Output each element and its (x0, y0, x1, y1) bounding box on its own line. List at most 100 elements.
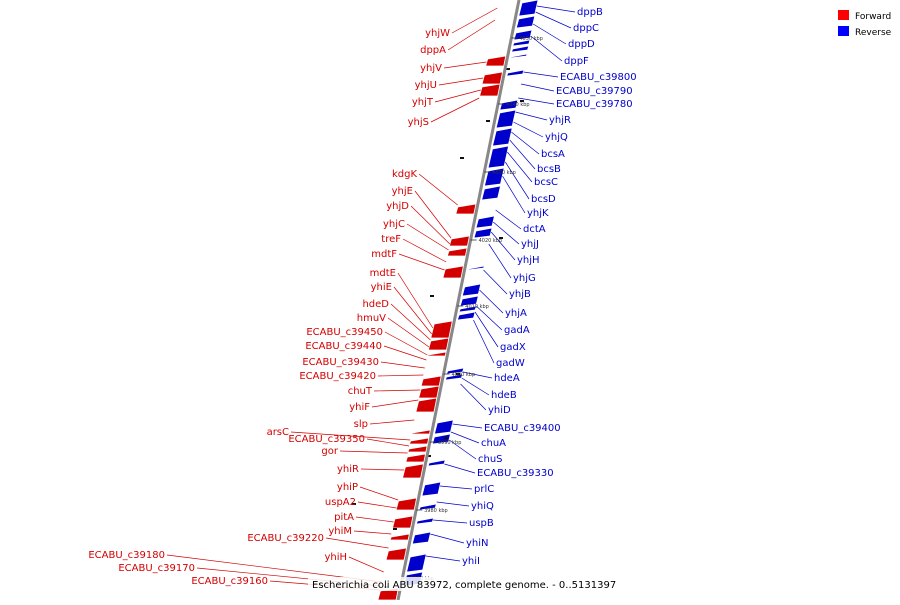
leader-line-forward (325, 537, 389, 549)
tick-label: 4010 kbp (465, 304, 489, 310)
gene-label-forward[interactable]: ECABU_c39440 (305, 341, 382, 352)
leader-line-reverse (509, 139, 536, 170)
gene-label-reverse[interactable]: ECABU_c39400 (484, 423, 561, 434)
leader-line-forward (410, 205, 451, 245)
gene-label-forward[interactable]: chuT (348, 386, 373, 397)
gene-label-forward[interactable]: ECABU_c39180 (88, 550, 165, 561)
gene-label-reverse[interactable]: ECABU_c39780 (556, 99, 633, 110)
gene-label-reverse[interactable]: yhjA (505, 308, 527, 319)
gene-label-forward[interactable]: yhiM (328, 526, 352, 537)
leader-line-reverse (490, 231, 516, 261)
gene-label-forward[interactable]: yhiP (337, 482, 358, 493)
gene-label-forward[interactable]: hmuV (357, 313, 386, 324)
gene-label-forward[interactable]: yhjT (412, 97, 434, 108)
gene-label-reverse[interactable]: hdeA (494, 373, 520, 384)
gene-label-forward[interactable]: dppA (420, 45, 446, 56)
gene-label-forward[interactable]: ECABU_c39170 (118, 563, 195, 574)
gene-label-reverse[interactable]: dppC (573, 23, 599, 34)
gene-label-reverse[interactable]: yhjQ (545, 132, 568, 143)
gene-label-forward[interactable]: ECABU_c39450 (306, 327, 383, 338)
gene-label-forward[interactable]: treF (381, 234, 401, 245)
gene-label-forward[interactable]: yhiF (349, 402, 370, 413)
gene-label-reverse[interactable]: yhiN (466, 538, 489, 549)
gene-label-forward[interactable]: ECABU_c39420 (299, 371, 376, 382)
gene-label-forward[interactable]: gor (321, 446, 338, 457)
leader-line-reverse (474, 311, 499, 348)
gene-label-forward[interactable]: ECABU_c39430 (302, 357, 379, 368)
leader-line-reverse (430, 533, 465, 544)
gene-label-reverse[interactable]: ECABU_c39790 (556, 86, 633, 97)
gene-label-forward[interactable]: yhjW (425, 28, 450, 39)
gene-label-reverse[interactable]: chuS (478, 454, 503, 465)
leader-line-reverse (433, 519, 468, 524)
forward-gene-block (407, 445, 428, 453)
gene-label-reverse[interactable]: dppF (564, 56, 589, 67)
leader-line-reverse (520, 83, 555, 92)
gene-label-reverse[interactable]: yhjG (513, 273, 536, 284)
gene-marker (456, 373, 460, 375)
gene-label-forward[interactable]: slp (354, 419, 368, 430)
gene-label-forward[interactable]: hdeD (362, 299, 389, 310)
gene-label-reverse[interactable]: yhjR (549, 115, 571, 126)
gene-label-reverse[interactable]: uspB (469, 518, 494, 529)
gene-label-reverse[interactable]: ECABU_c39330 (477, 468, 554, 479)
gene-label-forward[interactable]: yhjD (386, 201, 409, 212)
leader-line-reverse (449, 439, 477, 460)
gene-label-forward[interactable]: kdgK (392, 169, 417, 180)
gene-label-reverse[interactable]: gadA (504, 325, 530, 336)
gene-label-forward[interactable]: yhjV (420, 63, 442, 74)
gene-label-reverse[interactable]: dppD (568, 39, 595, 50)
leader-line-forward (348, 556, 384, 573)
gene-label-forward[interactable]: arsC (267, 427, 289, 438)
gene-label-reverse[interactable]: bcsA (541, 149, 565, 160)
gene-label-reverse[interactable]: ECABU_c39800 (560, 72, 637, 83)
forward-gene-block (385, 547, 407, 561)
gene-label-forward[interactable]: mdtE (370, 268, 396, 279)
leader-line-reverse (505, 161, 530, 200)
reverse-gene-block (473, 227, 493, 239)
gene-label-forward[interactable]: yhjE (392, 186, 413, 197)
gene-label-forward[interactable]: uspA2 (325, 497, 356, 508)
gene-label-reverse[interactable]: yhiI (462, 556, 480, 567)
gene-label-reverse[interactable]: yhjH (517, 255, 540, 266)
gene-label-forward[interactable]: ECABU_c39350 (288, 434, 365, 445)
gene-label-reverse[interactable]: bcsC (534, 177, 558, 188)
gene-label-reverse[interactable]: chuA (481, 438, 506, 449)
gene-label-reverse[interactable]: bcsD (531, 194, 556, 205)
gene-label-forward[interactable]: yhjS (408, 117, 429, 128)
gene-blocks (352, 0, 539, 601)
gene-label-forward[interactable]: ECABU_c39220 (247, 533, 324, 544)
forward-gene-block (426, 351, 447, 357)
reverse-gene-block (418, 503, 437, 511)
gene-label-reverse[interactable]: yhjJ (521, 239, 539, 250)
leader-line-forward (418, 173, 458, 206)
leader-line-forward (402, 238, 447, 263)
gene-label-reverse[interactable]: gadX (500, 342, 526, 353)
gene-label-reverse[interactable]: yhjK (527, 208, 549, 219)
gene-label-forward[interactable]: mdtF (371, 249, 397, 260)
reverse-gene-block (427, 459, 446, 467)
leader-line-reverse (460, 383, 487, 411)
forward-gene-block (479, 83, 501, 97)
gene-label-reverse[interactable]: prlC (474, 484, 494, 495)
gene-label-reverse[interactable]: bcsB (537, 164, 561, 175)
gene-label-forward[interactable]: yhjC (383, 219, 405, 230)
gene-label-forward[interactable]: yhiH (324, 552, 347, 563)
leader-line-forward (443, 61, 487, 69)
gene-label-forward[interactable]: yhiR (337, 464, 359, 475)
leader-line-forward (393, 286, 432, 335)
gene-label-reverse[interactable]: yhiQ (471, 501, 494, 512)
leader-line-forward (377, 374, 424, 377)
gene-label-forward[interactable]: pitA (334, 512, 354, 523)
gene-label-forward[interactable]: ECABU_c39160 (191, 576, 268, 587)
gene-label-reverse[interactable]: hdeB (491, 390, 517, 401)
gene-label-reverse[interactable]: dctA (523, 224, 546, 235)
gene-label-reverse[interactable]: yhiD (488, 405, 511, 416)
leader-line-reverse (507, 151, 533, 183)
reverse-gene-block (433, 419, 454, 435)
gene-label-reverse[interactable]: dppB (577, 7, 603, 18)
gene-label-forward[interactable]: yhjU (415, 80, 437, 91)
gene-label-reverse[interactable]: yhjB (509, 289, 531, 300)
gene-label-reverse[interactable]: gadW (496, 358, 525, 369)
gene-label-forward[interactable]: yhiE (371, 282, 392, 293)
